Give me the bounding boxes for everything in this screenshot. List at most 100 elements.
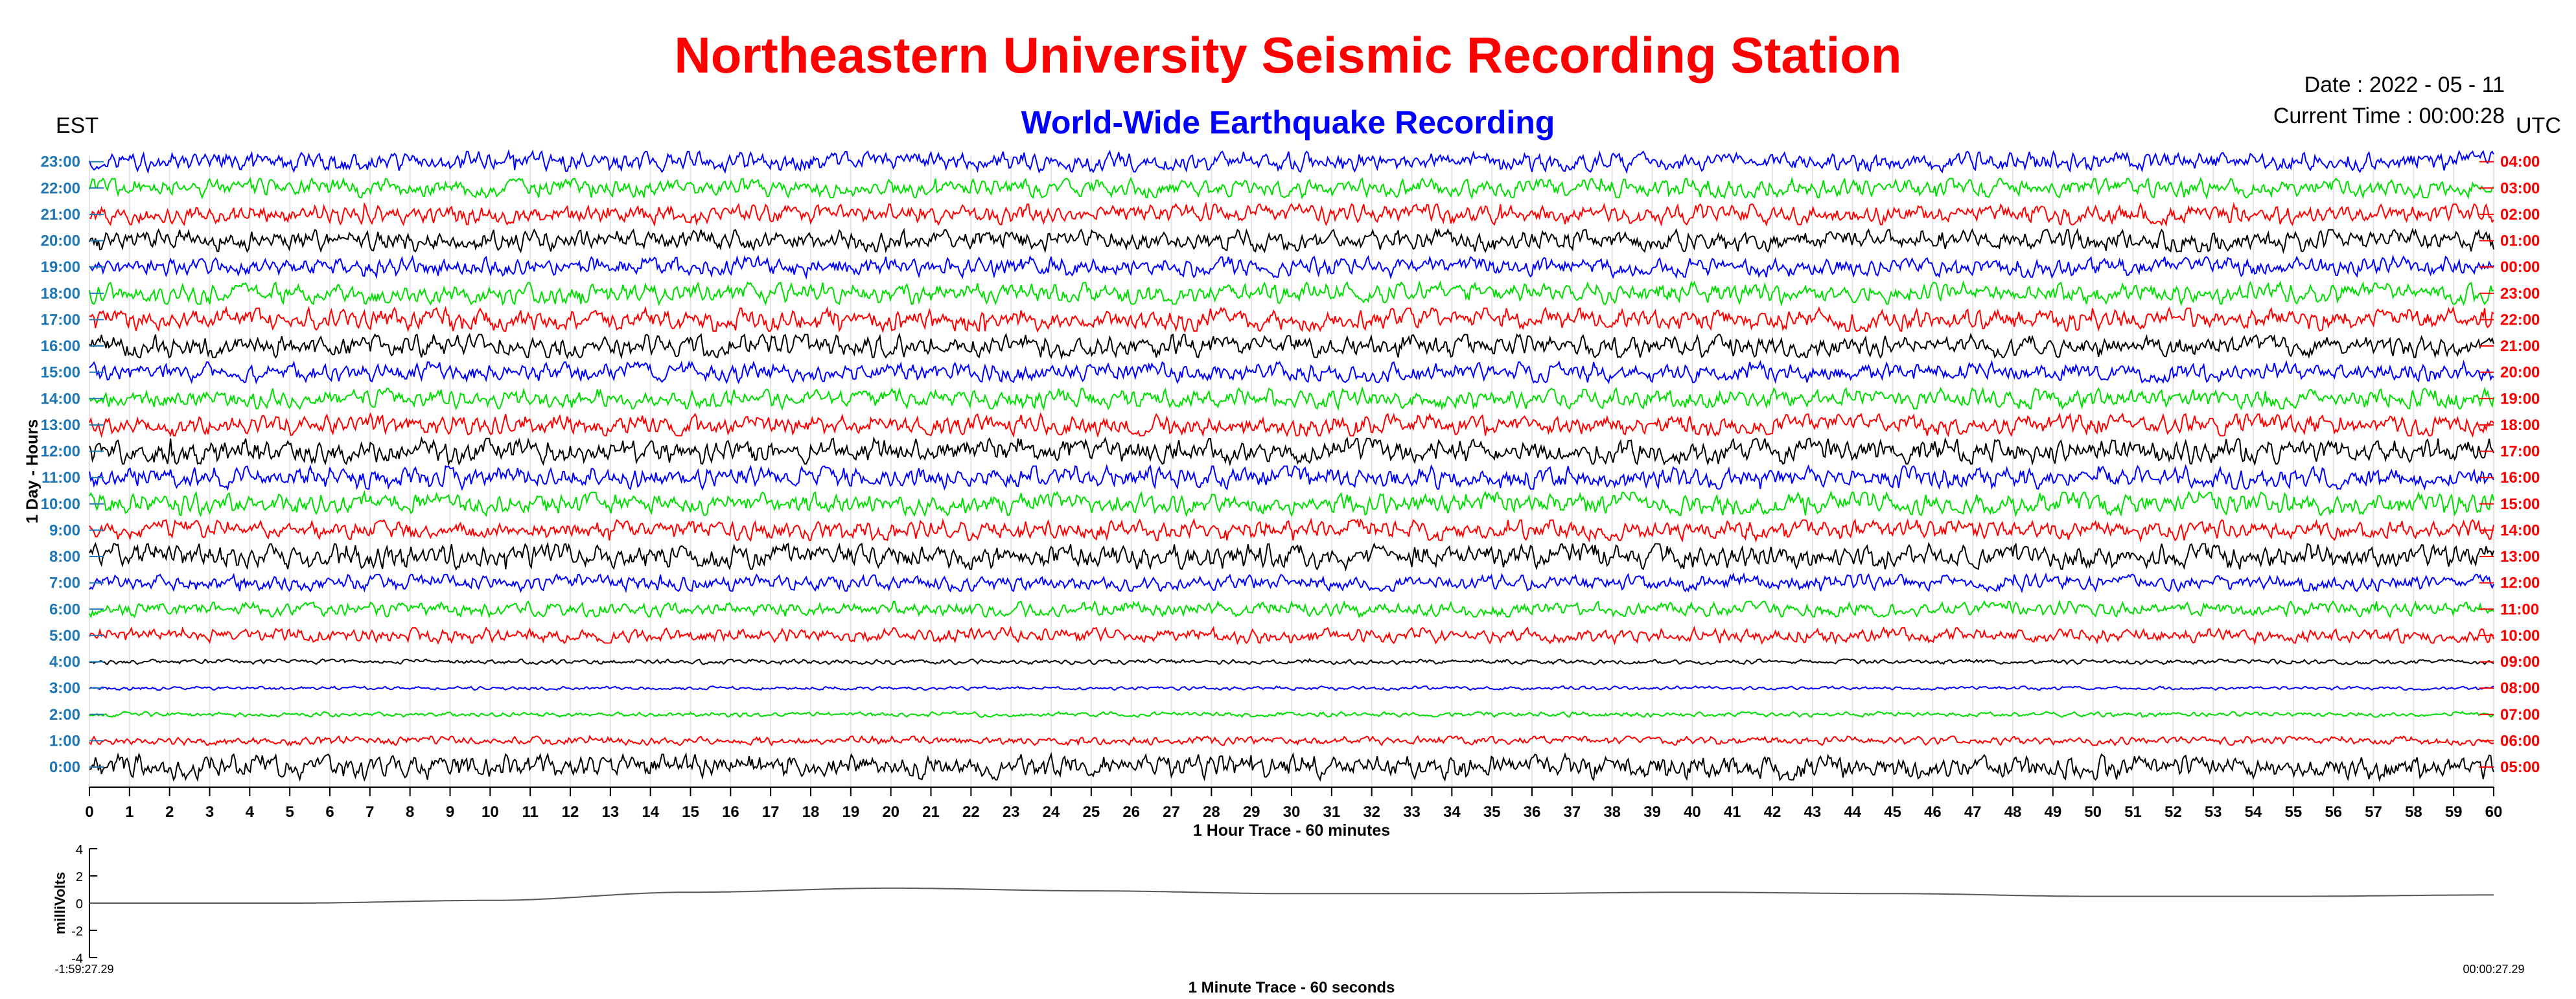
x-tick-label: 17 [762, 803, 780, 821]
hour-trace [89, 254, 2494, 280]
est-hour-label: 2:00 [49, 706, 80, 724]
x-tick-label: 60 [2485, 803, 2503, 821]
x-tick-label: 13 [601, 803, 619, 821]
utc-hour-label: 02:00 [2500, 206, 2540, 224]
x-tick-label: 59 [2445, 803, 2463, 821]
helicorder-grid [89, 155, 2494, 787]
x-tick-label: 57 [2365, 803, 2382, 821]
est-hour-label: 19:00 [41, 258, 80, 276]
minute-y-tick-label: 4 [76, 843, 83, 857]
date-label: Date : 2022 - 05 - 11 [2304, 73, 2505, 97]
est-hour-label: 10:00 [41, 496, 80, 513]
utc-timezone-label: UTC [2516, 113, 2561, 138]
x-tick-label: 39 [1643, 803, 1661, 821]
est-hour-label: 18:00 [41, 285, 80, 303]
x-tick-label: 26 [1122, 803, 1140, 821]
x-tick-label: 29 [1243, 803, 1260, 821]
est-hour-label: 11:00 [41, 469, 80, 487]
utc-hour-label: 07:00 [2500, 706, 2540, 724]
hour-trace [89, 201, 2494, 227]
est-hour-label: 5:00 [49, 627, 80, 645]
est-hour-label: 17:00 [41, 311, 80, 328]
hour-trace [89, 149, 2494, 174]
minute-y-axis-label: milliVolts [52, 872, 68, 934]
x-tick-label: 48 [2004, 803, 2022, 821]
utc-hour-label: 18:00 [2500, 417, 2540, 434]
x-tick-label: 28 [1203, 803, 1220, 821]
x-tick-label: 33 [1403, 803, 1421, 821]
x-tick-label: 0 [85, 803, 93, 821]
x-tick-label: 45 [1884, 803, 1901, 821]
x-tick-label: 35 [1483, 803, 1501, 821]
x-tick-label: 52 [2164, 803, 2182, 821]
utc-hour-label: 01:00 [2500, 233, 2540, 250]
hour-trace [89, 490, 2494, 518]
x-tick-label: 55 [2284, 803, 2302, 821]
hour-trace [89, 625, 2494, 646]
x-tick-label: 14 [642, 803, 659, 821]
x-tick-label: 22 [962, 803, 980, 821]
x-tick-label: 46 [1924, 803, 1942, 821]
hour-trace [89, 658, 2494, 665]
utc-hour-label: 17:00 [2500, 443, 2540, 461]
est-hour-label: 15:00 [41, 364, 80, 382]
hour-trace [89, 518, 2494, 544]
est-hour-label: 20:00 [41, 233, 80, 250]
x-tick-label: 8 [406, 803, 414, 821]
current-time-label: Current Time : 00:00:28 [2273, 104, 2505, 128]
x-tick-label: 42 [1764, 803, 1781, 821]
y-axis-label: 1 Day - Hours [23, 419, 41, 523]
est-hour-label: 6:00 [49, 601, 80, 618]
est-hour-label: 4:00 [49, 654, 80, 671]
x-tick-label: 36 [1524, 803, 1541, 821]
minute-x-start-label: -1:59:27.29 [54, 963, 113, 976]
minute-y-tick-label: -4 [71, 952, 83, 966]
utc-hour-label: 22:00 [2500, 311, 2540, 328]
x-tick-label: 27 [1163, 803, 1180, 821]
utc-hour-label: 08:00 [2500, 680, 2540, 697]
hour-trace [89, 711, 2494, 718]
minute-y-tick-label: -2 [71, 924, 83, 939]
minute-x-end-label: 00:00:27.29 [2463, 963, 2524, 976]
hour-trace [89, 305, 2494, 334]
x-tick-label: 24 [1043, 803, 1060, 821]
x-tick-label: 18 [802, 803, 820, 821]
x-tick-label: 2 [165, 803, 174, 821]
minute-trace-line [89, 887, 2494, 904]
utc-hour-label: 11:00 [2500, 601, 2539, 618]
minute-y-tick-label: 0 [76, 897, 83, 912]
hour-trace [89, 359, 2494, 385]
x-tick-label: 54 [2245, 803, 2262, 821]
hour-trace [89, 412, 2494, 439]
x-tick-label: 23 [1003, 803, 1020, 821]
utc-hour-label: 12:00 [2500, 575, 2540, 592]
x-tick-label: 19 [842, 803, 859, 821]
hour-trace [89, 572, 2494, 593]
est-hour-label: 12:00 [41, 443, 80, 461]
hour-trace [89, 332, 2494, 360]
hour-trace [89, 436, 2494, 466]
utc-hour-label: 14:00 [2500, 522, 2540, 539]
est-hour-label: 8:00 [49, 548, 80, 566]
x-tick-label: 6 [325, 803, 334, 821]
x-tick-label: 21 [922, 803, 940, 821]
est-timezone-label: EST [56, 113, 99, 138]
utc-hour-label: 06:00 [2500, 732, 2540, 750]
est-hour-label: 14:00 [41, 390, 80, 408]
hour-trace [89, 386, 2494, 411]
utc-hour-label: 15:00 [2500, 496, 2540, 513]
x-tick-label: 56 [2325, 803, 2342, 821]
page-title: Northeastern University Seismic Recordin… [674, 27, 1902, 84]
x-tick-label: 31 [1323, 803, 1340, 821]
x-tick-label: 11 [522, 803, 538, 821]
hour-trace [89, 599, 2494, 619]
x-tick-label: 41 [1724, 803, 1741, 821]
x-tick-label: 51 [2124, 803, 2142, 821]
utc-hour-label: 00:00 [2500, 258, 2540, 276]
hour-trace [89, 176, 2494, 200]
x-tick-label: 15 [682, 803, 699, 821]
hour-trace [89, 280, 2494, 307]
x-tick-label: 58 [2405, 803, 2422, 821]
x-tick-label: 53 [2205, 803, 2222, 821]
hour-trace [89, 463, 2494, 491]
